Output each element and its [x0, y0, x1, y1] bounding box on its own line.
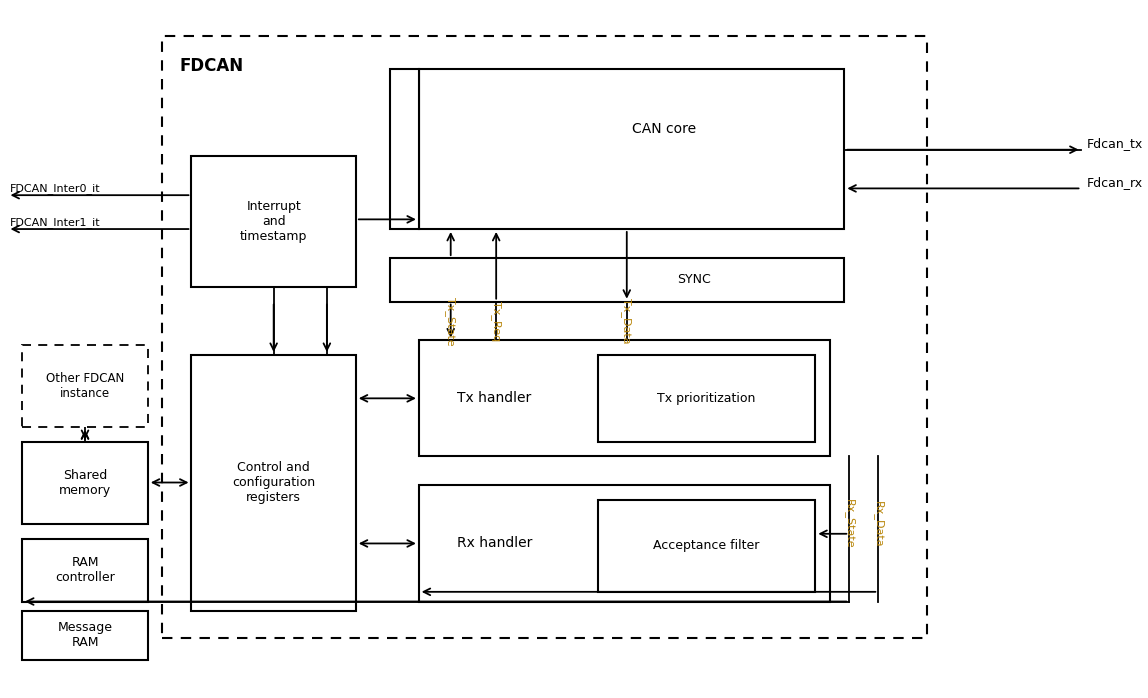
Text: Shared
memory: Shared memory: [59, 468, 111, 496]
Text: Fdcan_tx: Fdcan_tx: [1086, 138, 1142, 150]
Text: Rx handler: Rx handler: [457, 537, 533, 551]
Bar: [390, 258, 845, 302]
Bar: [162, 36, 926, 638]
Text: Tx_Req: Tx_Req: [490, 301, 502, 341]
Bar: [419, 485, 830, 602]
Text: FDCAN_Inter0_it: FDCAN_Inter0_it: [9, 183, 100, 194]
Text: Rx_Data: Rx_Data: [872, 500, 884, 547]
Text: Tx_State: Tx_State: [445, 297, 456, 346]
Bar: [598, 355, 815, 442]
Text: FDCAN: FDCAN: [180, 57, 243, 75]
Bar: [419, 69, 845, 229]
Bar: [192, 156, 356, 287]
Text: Interrupt
and
timestamp: Interrupt and timestamp: [240, 200, 308, 243]
Bar: [22, 611, 148, 660]
Text: Message
RAM: Message RAM: [57, 621, 113, 649]
Text: RAM
controller: RAM controller: [55, 556, 115, 584]
Bar: [598, 500, 815, 592]
Text: Acceptance filter: Acceptance filter: [653, 539, 759, 552]
Text: FDCAN_Inter1_it: FDCAN_Inter1_it: [9, 217, 100, 228]
Bar: [192, 355, 356, 611]
Bar: [22, 539, 148, 602]
Text: Tx_Data: Tx_Data: [621, 298, 633, 343]
Text: Control and
configuration
registers: Control and configuration registers: [232, 461, 316, 504]
Bar: [390, 69, 419, 229]
Text: Fdcan_rx: Fdcan_rx: [1086, 176, 1142, 189]
Text: Rx_State: Rx_State: [844, 499, 855, 549]
Text: Tx handler: Tx handler: [457, 392, 532, 406]
Text: CAN core: CAN core: [631, 122, 696, 136]
Text: SYNC: SYNC: [677, 273, 712, 286]
Bar: [22, 442, 148, 524]
Text: Other FDCAN
instance: Other FDCAN instance: [46, 372, 124, 400]
Bar: [22, 345, 148, 427]
Text: Tx prioritization: Tx prioritization: [657, 392, 755, 405]
Bar: [419, 341, 830, 456]
